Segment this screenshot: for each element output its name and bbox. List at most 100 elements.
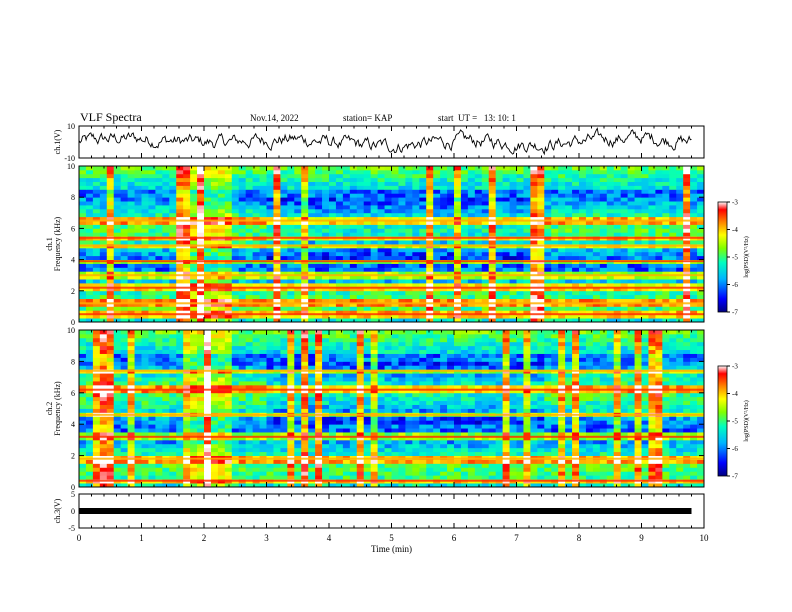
spectrogram-cell <box>377 283 385 288</box>
spectrogram-cell <box>426 247 434 253</box>
spectrogram-cell <box>113 314 122 319</box>
spectrogram-cell <box>238 255 247 260</box>
spectrogram-cell <box>224 240 233 245</box>
spectrogram-cell <box>391 314 399 319</box>
spectrogram-cell <box>231 216 240 221</box>
spectrogram-cell <box>412 232 420 237</box>
spectrogram-cell <box>162 271 170 276</box>
spectrogram-cell <box>266 197 274 202</box>
spectrogram-cell <box>162 193 170 198</box>
spectrogram-cell <box>335 181 344 186</box>
spectrogram-cell <box>558 318 566 323</box>
spectrogram-cell <box>356 451 365 457</box>
spectrogram-cell <box>530 275 538 280</box>
spectrogram-cell <box>231 193 240 198</box>
spectrogram-cell <box>134 318 142 323</box>
spectrogram-cell <box>99 181 108 186</box>
spectrogram-cell <box>162 267 170 272</box>
spectrogram-cell <box>85 185 94 190</box>
spectrogram-cell <box>363 306 372 311</box>
spectrogram-cell <box>572 263 580 268</box>
spectrogram-cell <box>92 294 101 299</box>
spectrogram-cell <box>377 232 385 237</box>
spectrogram-cell <box>592 267 601 272</box>
spectrogram-cell <box>690 247 698 253</box>
spectrogram-cell <box>210 294 219 299</box>
spectrogram-cell <box>419 275 427 280</box>
spectrogram-cell <box>523 439 531 445</box>
spectrogram-cell <box>690 294 698 299</box>
spectrogram-cell <box>329 216 337 221</box>
spectrogram-cell <box>467 275 476 280</box>
spectrogram-cell <box>370 283 379 288</box>
spectrogram-cell <box>155 467 163 472</box>
spectrogram-cell <box>259 255 267 260</box>
spectrogram-cell <box>530 267 538 272</box>
spectrogram-cell <box>335 286 344 292</box>
spectrogram-cell <box>585 283 594 288</box>
spectrogram-cell <box>599 286 608 292</box>
spectrogram-cell <box>301 463 309 468</box>
spectrogram-cell <box>252 177 260 182</box>
spectrogram-cell <box>662 271 670 276</box>
spectrogram-cell <box>329 271 337 276</box>
spectrogram-cell <box>315 459 323 464</box>
spectrogram-cell <box>572 232 580 237</box>
spectrogram-cell <box>662 216 670 221</box>
spectrogram-cell <box>648 220 656 225</box>
spectrogram-cell <box>405 212 413 218</box>
spectrogram-cell <box>592 263 601 268</box>
spectrogram-cell <box>460 286 469 292</box>
spectrogram-cell <box>377 463 385 468</box>
spectrogram-cell <box>280 475 288 480</box>
spectrogram-cell <box>391 302 399 307</box>
spectrogram-cell <box>474 283 483 288</box>
spectrogram-cell <box>683 306 691 311</box>
spectrogram-cell <box>245 294 254 299</box>
spectrogram-cell <box>92 318 101 323</box>
spectrogram-cell <box>488 286 497 292</box>
spectrogram-cell <box>349 208 358 214</box>
spectrogram-cell <box>335 208 344 214</box>
spectrogram-cell <box>426 283 434 288</box>
spectrogram-cell <box>204 189 212 194</box>
spectrogram-cell <box>412 224 420 229</box>
spectrogram-cell <box>481 294 490 299</box>
spectrogram-cell <box>502 255 510 260</box>
spectrogram-cell <box>495 314 504 319</box>
spectrogram-cell <box>245 451 254 457</box>
spectrogram-cell <box>516 467 524 472</box>
spectrogram-cell <box>377 471 385 476</box>
spectrogram-cell <box>190 224 198 229</box>
spectrogram-cell <box>356 181 365 186</box>
spectrogram-cell <box>106 185 115 190</box>
spectrogram-cell <box>322 302 330 307</box>
spectrogram-cell <box>697 173 705 179</box>
spectrogram-cell <box>169 251 177 257</box>
spectrogram-cell <box>356 475 365 480</box>
spectrogram-cell <box>481 471 490 476</box>
spectrogram-cell <box>301 275 309 280</box>
spectrogram-cell <box>599 228 608 233</box>
spectrogram-cell <box>460 310 469 315</box>
spectrogram-cell <box>391 443 399 449</box>
spectrogram-cell <box>620 185 629 190</box>
spectrogram-cell <box>287 169 295 175</box>
spectrogram-cell <box>148 463 156 468</box>
spectrogram-cell <box>662 279 670 284</box>
spectrogram-cell <box>349 306 358 311</box>
spectrogram-cell <box>266 173 274 179</box>
spectrogram-cell <box>655 318 663 323</box>
spectrogram-cell <box>294 216 302 221</box>
y-tick-label: 2 <box>71 287 75 296</box>
spectrogram-cell <box>585 443 594 449</box>
spectrogram-cell <box>683 451 691 457</box>
spectrogram-cell <box>252 232 260 237</box>
spectrogram-cell <box>620 294 629 299</box>
spectrogram-cell <box>613 275 622 280</box>
spectrogram-cell <box>697 228 705 233</box>
spectrogram-cell <box>620 298 629 303</box>
spectrogram-cell <box>335 224 344 229</box>
spectrogram-cell <box>238 271 247 276</box>
spectrogram-cell <box>412 197 420 202</box>
